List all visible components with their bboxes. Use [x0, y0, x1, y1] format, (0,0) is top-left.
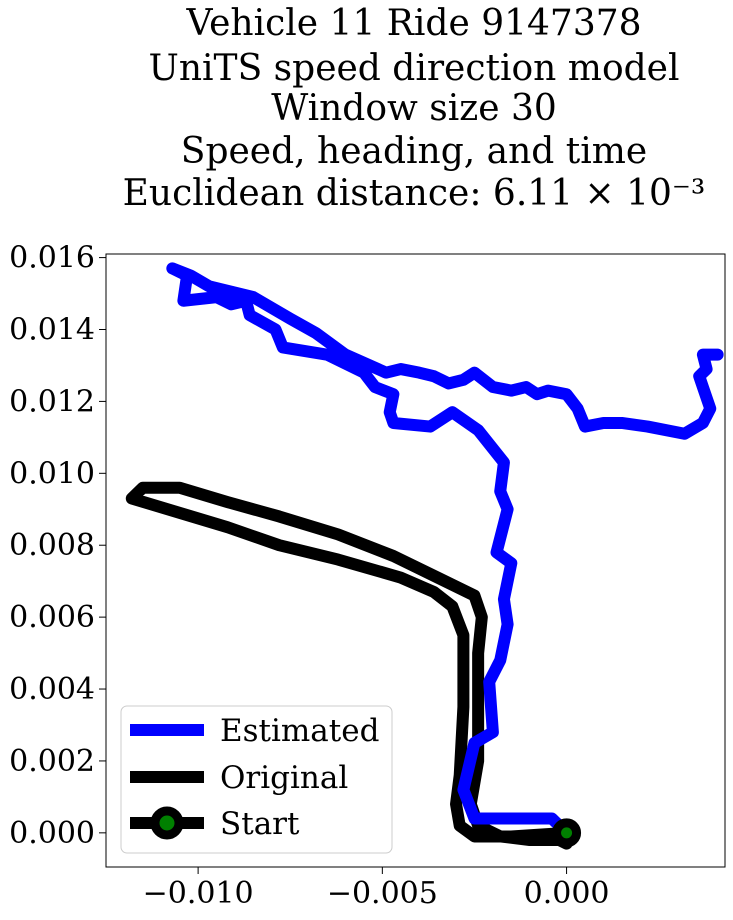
y-tick-label: 0.006: [9, 600, 95, 635]
series-line-estimated: [166, 262, 724, 839]
y-tick-label: 0.004: [9, 672, 95, 707]
legend-frame: [120, 705, 393, 854]
y-tick-label: 0.002: [9, 744, 95, 779]
series-line-original: [125, 481, 573, 850]
title-line-1: Vehicle 11 Ride 9147378: [185, 3, 641, 44]
title-line-3: Window size 30: [271, 88, 557, 129]
title-line-4: Speed, heading, and time: [181, 131, 647, 172]
y-tick-label: 0.010: [9, 456, 95, 491]
title-line-5: Euclidean distance: 6.11 × 10⁻³: [123, 173, 706, 214]
title-line-2: UniTS speed direction model: [149, 48, 680, 89]
y-tick-label: 0.000: [9, 816, 95, 851]
legend-swatch-start-marker: [150, 806, 184, 840]
y-tick-label: 0.008: [9, 528, 95, 563]
start-marker: [552, 818, 582, 848]
x-tick-label: −0.010: [143, 876, 254, 911]
x-tick-label: −0.005: [327, 876, 438, 911]
legend-label-original: Original: [220, 760, 348, 796]
chart-title: Vehicle 11 Ride 9147378 UniTS speed dire…: [123, 3, 706, 214]
y-tick-label: 0.016: [9, 241, 95, 276]
y-tick-label: 0.012: [9, 384, 95, 419]
legend-label-start: Start: [220, 806, 300, 842]
y-tick-label: 0.014: [9, 313, 95, 348]
plot-area-frame: [105, 253, 726, 868]
legend-label-estimated: Estimated: [220, 713, 379, 749]
legend: Estimated Original Start: [120, 705, 393, 854]
x-tick-label: 0.000: [524, 876, 610, 911]
